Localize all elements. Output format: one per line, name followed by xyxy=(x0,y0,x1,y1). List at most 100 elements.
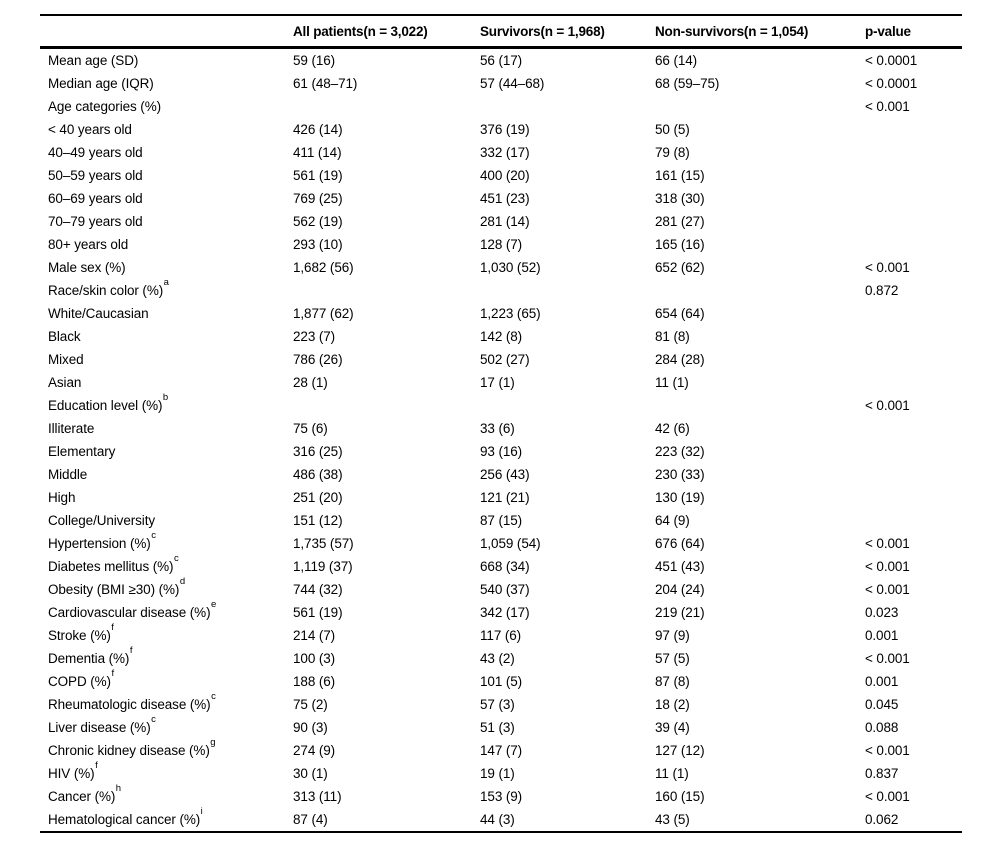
cell-all-patients xyxy=(293,279,480,302)
header-row: All patients(n = 3,022) Survivors(n = 1,… xyxy=(40,15,962,49)
row-label: Median age (IQR) xyxy=(48,76,154,91)
cell-all-patients: 100 (3) xyxy=(293,651,336,666)
cell-p-value xyxy=(865,141,962,164)
cell-non-survivors: 161 (15) xyxy=(655,168,705,183)
cell-all-patients: 786 (26) xyxy=(293,352,343,367)
cell-survivors: 51 (3) xyxy=(480,720,515,735)
cell-all-patients: 188 (6) xyxy=(293,674,336,689)
cell-survivors: 87 (15) xyxy=(480,513,523,528)
cell-survivors: 1,059 (54) xyxy=(480,536,541,551)
cell-all-patients: 293 (10) xyxy=(293,237,343,252)
row-footnote-marker: i xyxy=(200,806,203,817)
cell-non-survivors: 68 (59–75) xyxy=(655,76,720,91)
cell-p-value xyxy=(865,348,962,371)
cell-p-value: 0.062 xyxy=(865,812,899,827)
cell-all-patients: 87 (4) xyxy=(293,812,328,827)
table-row: Race/skin color (%)a 0.872 xyxy=(40,278,962,302)
row-label: 80+ years old xyxy=(48,237,129,252)
cell-survivors: 142 (8) xyxy=(480,329,523,344)
table-row: 50–59 years old 561 (19) 400 (20) 161 (1… xyxy=(40,164,962,187)
cell-non-survivors: 284 (28) xyxy=(655,352,705,367)
cell-p-value: < 0.001 xyxy=(865,260,910,275)
cell-non-survivors: 676 (64) xyxy=(655,536,705,551)
cell-all-patients: 223 (7) xyxy=(293,329,336,344)
cell-all-patients: 214 (7) xyxy=(293,628,336,643)
cell-non-survivors: 652 (62) xyxy=(655,260,705,275)
cell-survivors: 17 (1) xyxy=(480,375,515,390)
table-row: Middle 486 (38) 256 (43) 230 (33) xyxy=(40,463,962,486)
cell-p-value xyxy=(865,210,962,233)
cell-p-value: < 0.0001 xyxy=(865,53,918,68)
cell-all-patients: 28 (1) xyxy=(293,375,328,390)
row-footnote-marker: c xyxy=(211,691,216,702)
cell-all-patients: 75 (6) xyxy=(293,421,328,436)
cell-survivors: 43 (2) xyxy=(480,651,515,666)
cell-all-patients: 426 (14) xyxy=(293,122,343,137)
cell-survivors: 33 (6) xyxy=(480,421,515,436)
table-row: White/Caucasian 1,877 (62) 1,223 (65) 65… xyxy=(40,302,962,325)
row-footnote-marker: h xyxy=(115,783,121,794)
cell-survivors: 281 (14) xyxy=(480,214,530,229)
header-all-patients: All patients(n = 3,022) xyxy=(293,15,480,49)
cell-p-value xyxy=(865,118,962,141)
table-row: 70–79 years old 562 (19) 281 (14) 281 (2… xyxy=(40,210,962,233)
cell-all-patients: 561 (19) xyxy=(293,605,343,620)
table-row: Stroke (%)f 214 (7) 117 (6) 97 (9) 0.001 xyxy=(40,623,962,647)
row-label: Rheumatologic disease (%) xyxy=(48,697,211,712)
cell-non-survivors: 165 (16) xyxy=(655,237,705,252)
cell-non-survivors: 654 (64) xyxy=(655,306,705,321)
table-body: Mean age (SD) 59 (16) 56 (17) 66 (14) < … xyxy=(40,48,962,833)
table-row: Age categories (%) < 0.001 xyxy=(40,95,962,118)
table-row: 80+ years old 293 (10) 128 (7) 165 (16) xyxy=(40,233,962,256)
row-label: Male sex (%) xyxy=(48,260,126,275)
cell-p-value: < 0.001 xyxy=(865,99,910,114)
cell-non-survivors: 11 (1) xyxy=(655,375,689,390)
cell-survivors: 1,030 (52) xyxy=(480,260,541,275)
table-row: Cancer (%)h 313 (11) 153 (9) 160 (15) < … xyxy=(40,783,962,808)
cell-non-survivors: 97 (9) xyxy=(655,628,690,643)
cell-survivors: 57 (44–68) xyxy=(480,76,545,91)
cell-p-value xyxy=(865,463,962,486)
cell-all-patients: 313 (11) xyxy=(293,789,342,804)
cell-all-patients xyxy=(293,394,480,417)
row-footnote-marker: f xyxy=(111,668,114,679)
cell-survivors: 342 (17) xyxy=(480,605,530,620)
cell-survivors: 1,223 (65) xyxy=(480,306,541,321)
cell-all-patients: 411 (14) xyxy=(293,145,342,160)
table-row: Elementary 316 (25) 93 (16) 223 (32) xyxy=(40,440,962,463)
row-label: White/Caucasian xyxy=(48,306,149,321)
row-footnote-marker: e xyxy=(210,599,217,610)
row-footnote-marker: g xyxy=(210,737,216,748)
table-row: HIV (%)f 30 (1) 19 (1) 11 (1) 0.837 xyxy=(40,761,962,785)
cell-non-survivors: 219 (21) xyxy=(655,605,705,620)
row-label: < 40 years old xyxy=(48,122,132,137)
cell-non-survivors: 223 (32) xyxy=(655,444,705,459)
row-label: Chronic kidney disease (%) xyxy=(48,743,210,758)
row-footnote-marker: c xyxy=(151,530,156,541)
table-row: Obesity (BMI ≥30) (%)d 744 (32) 540 (37)… xyxy=(40,577,962,601)
cell-p-value xyxy=(865,509,962,532)
cell-p-value: < 0.001 xyxy=(865,559,910,574)
table-row: Education level (%)b < 0.001 xyxy=(40,393,962,417)
table-row: Median age (IQR) 61 (48–71) 57 (44–68) 6… xyxy=(40,72,962,95)
cell-non-survivors: 204 (24) xyxy=(655,582,705,597)
cell-all-patients xyxy=(293,95,480,118)
row-label: 70–79 years old xyxy=(48,214,143,229)
cell-all-patients: 61 (48–71) xyxy=(293,76,358,91)
cell-survivors: 121 (21) xyxy=(480,490,530,505)
cell-non-survivors: 57 (5) xyxy=(655,651,690,666)
row-label: Asian xyxy=(48,375,82,390)
cell-all-patients: 75 (2) xyxy=(293,697,328,712)
cell-non-survivors: 66 (14) xyxy=(655,53,698,68)
cell-non-survivors xyxy=(655,279,865,302)
table-row: 60–69 years old 769 (25) 451 (23) 318 (3… xyxy=(40,187,962,210)
cell-non-survivors: 50 (5) xyxy=(655,122,690,137)
cell-non-survivors: 451 (43) xyxy=(655,559,705,574)
cell-all-patients: 769 (25) xyxy=(293,191,343,206)
cell-p-value xyxy=(865,486,962,509)
cell-p-value xyxy=(865,325,962,348)
cell-all-patients: 251 (20) xyxy=(293,490,343,505)
cell-p-value xyxy=(865,187,962,210)
row-label: Mixed xyxy=(48,352,84,367)
cell-non-survivors: 18 (2) xyxy=(655,697,690,712)
